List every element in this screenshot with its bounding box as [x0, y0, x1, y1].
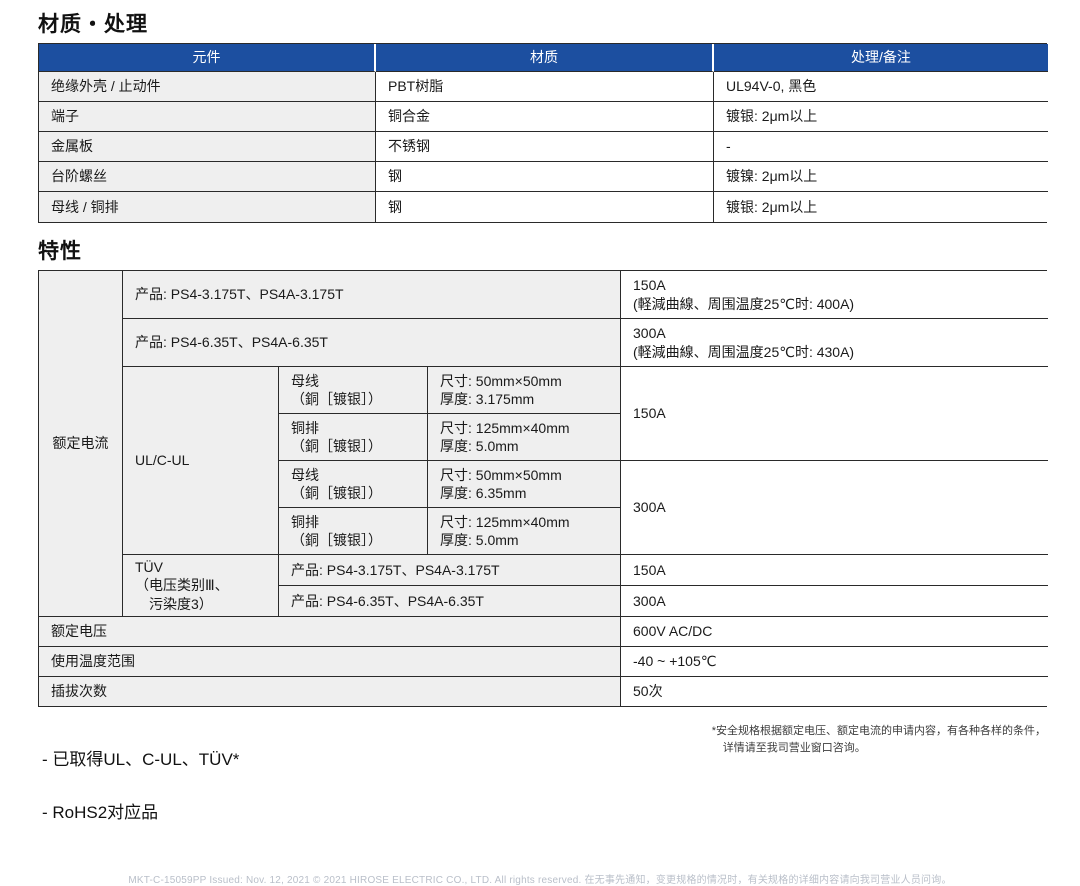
rated-voltage-label: 额定电压: [39, 617, 621, 647]
ul-conductor: 母线 （銅［镀银］）: [279, 461, 428, 508]
ul-cul-label: UL/C-UL: [123, 367, 279, 555]
tuv-label: TÜV （电压类别Ⅲ、 污染度3）: [123, 555, 279, 617]
materials-header-material: 材质: [376, 44, 714, 72]
ul-dimensions: 尺寸: 50mm×50mm 厚度: 3.175mm: [428, 367, 621, 414]
tuv-product: 产品: PS4-3.175T、PS4A-3.175T: [279, 555, 621, 586]
ul-conductor: 母线 （銅［镀银］）: [279, 367, 428, 414]
ul-current-300: 300A: [621, 461, 1048, 555]
safety-regulation-note: *安全规格根据额定电压、额定电流的申请内容，有各种各样的条件， 详情请至我司营业…: [711, 725, 1046, 754]
materials-row-material: PBT树脂: [376, 72, 714, 102]
footnote-area: - 已取得UL、C-UL、TÜV* - RoHS2对应品 *安全规格根据额定电压…: [42, 721, 1046, 853]
certification-bullets: - 已取得UL、C-UL、TÜV* - RoHS2对应品: [42, 721, 239, 853]
tuv-product: 产品: PS4-6.35T、PS4A-6.35T: [279, 586, 621, 617]
materials-section-title: 材质・处理: [38, 13, 148, 36]
certification-bullet-rohs: - RoHS2对应品: [42, 803, 159, 823]
materials-header-treatment: 处理/备注: [714, 44, 1048, 72]
datasheet-page: 材质・处理 元件 材质 处理/备注 绝缘外壳 / 止动件 PBT树脂 UL94V…: [38, 13, 1048, 886]
materials-row-treatment: 镀镍: 2μm以上: [714, 162, 1048, 192]
rated-current-label: 额定电流: [39, 271, 123, 617]
rated-current-product: 产品: PS4-3.175T、PS4A-3.175T: [123, 271, 621, 319]
rated-current-value: 300A (軽減曲線、周围温度25℃时: 430A): [621, 319, 1048, 367]
materials-table: 元件 材质 处理/备注 绝缘外壳 / 止动件 PBT树脂 UL94V-0, 黑色…: [38, 43, 1048, 223]
rated-current-value: 150A (軽減曲線、周围温度25℃时: 400A): [621, 271, 1048, 319]
materials-row-component: 金属板: [39, 132, 376, 162]
mating-cycles-label: 插拔次数: [39, 677, 621, 706]
materials-header-component: 元件: [39, 44, 376, 72]
ul-dimensions: 尺寸: 125mm×40mm 厚度: 5.0mm: [428, 414, 621, 461]
characteristics-section-title: 特性: [38, 240, 82, 263]
materials-row-treatment: UL94V-0, 黑色: [714, 72, 1048, 102]
materials-row-treatment: 镀银: 2μm以上: [714, 102, 1048, 132]
materials-row-component: 端子: [39, 102, 376, 132]
tuv-value: 300A: [621, 586, 1048, 617]
certification-bullet-ul: - 已取得UL、C-UL、TÜV*: [42, 750, 240, 770]
rated-current-product: 产品: PS4-6.35T、PS4A-6.35T: [123, 319, 621, 367]
ul-dimensions: 尺寸: 125mm×40mm 厚度: 5.0mm: [428, 508, 621, 555]
materials-row-component: 绝缘外壳 / 止动件: [39, 72, 376, 102]
materials-row-material: 不锈钢: [376, 132, 714, 162]
materials-row-component: 母线 / 铜排: [39, 192, 376, 222]
materials-row-component: 台阶螺丝: [39, 162, 376, 192]
temperature-range-label: 使用温度范围: [39, 647, 621, 677]
ul-conductor: 铜排 （銅［镀银］）: [279, 508, 428, 555]
tuv-value: 150A: [621, 555, 1048, 586]
ul-dimensions: 尺寸: 50mm×50mm 厚度: 6.35mm: [428, 461, 621, 508]
characteristics-table: 额定电流 产品: PS4-3.175T、PS4A-3.175T 150A (軽減…: [38, 270, 1048, 707]
materials-row-material: 钢: [376, 162, 714, 192]
ul-conductor: 铜排 （銅［镀银］）: [279, 414, 428, 461]
ul-current-150: 150A: [621, 367, 1048, 461]
materials-row-material: 钢: [376, 192, 714, 222]
mating-cycles-value: 50次: [621, 677, 1048, 706]
rated-voltage-value: 600V AC/DC: [621, 617, 1048, 647]
materials-row-material: 铜合金: [376, 102, 714, 132]
temperature-range-value: -40 ~ +105℃: [621, 647, 1048, 677]
materials-row-treatment: -: [714, 132, 1048, 162]
document-colophon: MKT-C-15059PP Issued: Nov. 12, 2021 © 20…: [128, 874, 952, 886]
materials-row-treatment: 镀银: 2μm以上: [714, 192, 1048, 222]
